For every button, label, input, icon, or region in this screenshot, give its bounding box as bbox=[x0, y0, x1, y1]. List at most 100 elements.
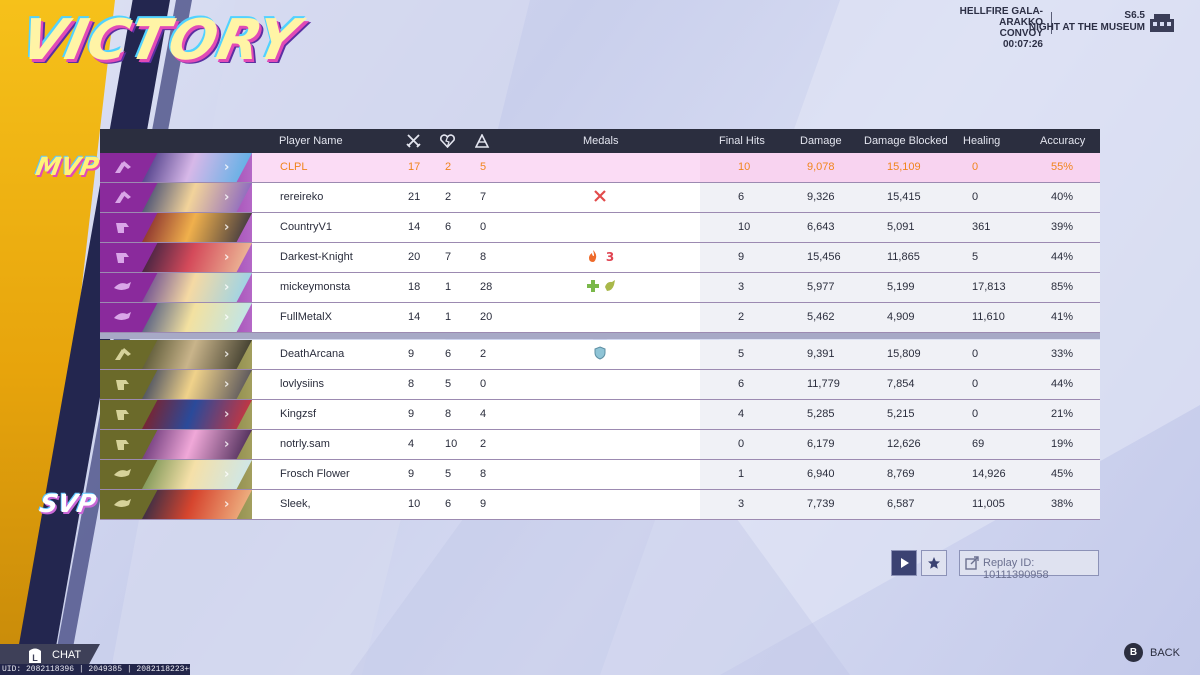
hero-portrait: › bbox=[100, 183, 252, 212]
l-trigger-icon: L bbox=[29, 648, 41, 663]
player-row[interactable]: › CountryV1 14 6 0 10 6,643 5,091 361 39% bbox=[100, 213, 1100, 243]
mvp-tag: MVP bbox=[33, 152, 102, 181]
chevron-right-icon: › bbox=[224, 407, 230, 422]
team-divider bbox=[100, 333, 1100, 339]
final-hits-value: 3 bbox=[738, 498, 745, 510]
support-medal-icon[interactable] bbox=[603, 279, 617, 293]
player-row[interactable]: › lovlysiins 8 5 0 6 11,779 7,854 0 44% bbox=[100, 370, 1100, 400]
chevron-right-icon: › bbox=[224, 310, 230, 325]
assists-value: 4 bbox=[480, 408, 487, 420]
healing-value: 0 bbox=[972, 161, 979, 173]
season-label: S6.5 bbox=[1124, 10, 1145, 21]
player-row[interactable]: › notrly.sam 4 10 2 0 6,179 12,626 69 19% bbox=[100, 430, 1100, 460]
heal-cross-medal-icon[interactable] bbox=[586, 279, 600, 293]
row-divider bbox=[100, 182, 1100, 183]
damage-value: 11,779 bbox=[807, 378, 840, 390]
share-icon bbox=[965, 556, 979, 570]
damage-value: 6,940 bbox=[807, 468, 835, 480]
scoreboard: Player Name Medals Final Hits Damage Dam… bbox=[100, 129, 1100, 520]
kills-icon bbox=[406, 134, 421, 148]
accuracy-value: 21% bbox=[1051, 408, 1074, 420]
damage-blocked-value: 6,587 bbox=[887, 498, 915, 510]
deaths-value: 5 bbox=[445, 468, 452, 480]
damage-blocked-value: 8,769 bbox=[887, 468, 915, 480]
replay-id-button[interactable]: Replay ID: 10111390958 bbox=[959, 550, 1099, 581]
player-row[interactable]: › Darkest-Knight 20 7 8 9 15,456 11,865 5 44% 3 bbox=[100, 243, 1100, 273]
hero-portrait: › bbox=[100, 303, 252, 332]
vanguard-icon bbox=[115, 161, 131, 173]
player-row[interactable]: › Kingzsf 9 8 4 4 5,285 5,215 0 21% bbox=[100, 400, 1100, 430]
kills-value: 9 bbox=[408, 408, 415, 420]
victory-banner: VICTORY bbox=[15, 8, 306, 73]
deaths-value: 6 bbox=[445, 221, 452, 233]
damage-blocked-value: 4,909 bbox=[887, 311, 915, 323]
stats-panel-bg bbox=[700, 430, 1100, 459]
damage-value: 9,078 bbox=[807, 161, 835, 173]
kills-value: 8 bbox=[408, 378, 415, 390]
kills-value: 20 bbox=[408, 251, 421, 263]
chevron-right-icon: › bbox=[224, 250, 230, 265]
stats-panel-bg bbox=[700, 400, 1100, 429]
event-label: NIGHT AT THE MUSEUM bbox=[1028, 22, 1145, 33]
player-name: DeathArcana bbox=[280, 348, 345, 360]
chevron-right-icon: › bbox=[224, 160, 230, 175]
chat-button[interactable]: L CHAT bbox=[0, 644, 100, 666]
header-player-name: Player Name bbox=[279, 135, 343, 147]
deaths-value: 10 bbox=[445, 438, 458, 450]
kills-value: 14 bbox=[408, 221, 421, 233]
damage-value: 15,456 bbox=[807, 251, 841, 263]
stats-panel-bg bbox=[700, 153, 1100, 182]
player-row[interactable]: › rereireko 21 2 7 6 9,326 15,415 0 40% bbox=[100, 183, 1100, 213]
streak-3-medal-icon[interactable]: 3 bbox=[603, 249, 617, 263]
healing-value: 69 bbox=[972, 438, 985, 450]
hero-art bbox=[142, 183, 252, 212]
play-replay-button[interactable] bbox=[891, 550, 917, 576]
row-divider bbox=[100, 519, 1100, 520]
svg-text:3: 3 bbox=[606, 250, 614, 263]
header-damage: Damage bbox=[800, 135, 842, 147]
damage-value: 7,739 bbox=[807, 498, 835, 510]
back-label: BACK bbox=[1150, 647, 1180, 659]
hero-art bbox=[142, 490, 252, 519]
row-divider bbox=[100, 272, 1100, 273]
strategist-icon bbox=[114, 312, 131, 320]
player-name: FullMetalX bbox=[280, 311, 332, 323]
info-divider bbox=[1051, 12, 1052, 34]
healing-value: 0 bbox=[972, 348, 979, 360]
final-hits-value: 1 bbox=[738, 468, 745, 480]
damage-blocked-value: 5,215 bbox=[887, 408, 915, 420]
player-row[interactable]: › Frosch Flower 9 5 8 1 6,940 8,769 14,926 45% bbox=[100, 460, 1100, 490]
chevron-right-icon: › bbox=[224, 190, 230, 205]
player-name: Frosch Flower bbox=[280, 468, 350, 480]
healing-value: 17,813 bbox=[972, 281, 1006, 293]
player-row[interactable]: › DeathArcana 9 6 2 5 9,391 15,809 0 33% bbox=[100, 340, 1100, 370]
deaths-value: 2 bbox=[445, 191, 452, 203]
header-damage-blocked: Damage Blocked bbox=[864, 135, 948, 147]
flame-medal-icon[interactable] bbox=[586, 249, 600, 263]
stats-panel-bg bbox=[700, 303, 1100, 332]
assists-value: 0 bbox=[480, 221, 487, 233]
uid-line: UID: 2082118396 | 2049385 | 2082118223+0… bbox=[0, 664, 190, 675]
hero-portrait: › bbox=[100, 213, 252, 242]
player-row[interactable]: › Sleek, 10 6 9 3 7,739 6,587 11,005 38% bbox=[100, 490, 1100, 520]
player-name: CountryV1 bbox=[280, 221, 332, 233]
damage-blocked-value: 15,415 bbox=[887, 191, 921, 203]
chevron-right-icon: › bbox=[224, 437, 230, 452]
damage-blocked-value: 12,626 bbox=[887, 438, 921, 450]
player-row[interactable]: › mickeymonsta 18 1 28 3 5,977 5,199 17,813 85% bbox=[100, 273, 1100, 303]
hero-art bbox=[142, 213, 252, 242]
hero-art bbox=[142, 243, 252, 272]
crossed-swords-medal-icon[interactable] bbox=[593, 189, 607, 203]
player-name: Sleek, bbox=[280, 498, 311, 510]
hero-art bbox=[142, 460, 252, 489]
svp-tag: SVP bbox=[37, 489, 99, 518]
player-row[interactable]: › FullMetalX 14 1 20 2 5,462 4,909 11,610 41% bbox=[100, 303, 1100, 333]
player-row[interactable]: › CLPL 17 2 5 10 9,078 15,109 0 55% bbox=[100, 153, 1100, 183]
hero-art bbox=[142, 273, 252, 302]
strategist-icon bbox=[114, 469, 131, 477]
deaths-value: 6 bbox=[445, 498, 452, 510]
shield-medal-icon[interactable] bbox=[593, 346, 607, 360]
favorite-button[interactable] bbox=[921, 550, 947, 576]
kills-value: 18 bbox=[408, 281, 421, 293]
healing-value: 14,926 bbox=[972, 468, 1006, 480]
